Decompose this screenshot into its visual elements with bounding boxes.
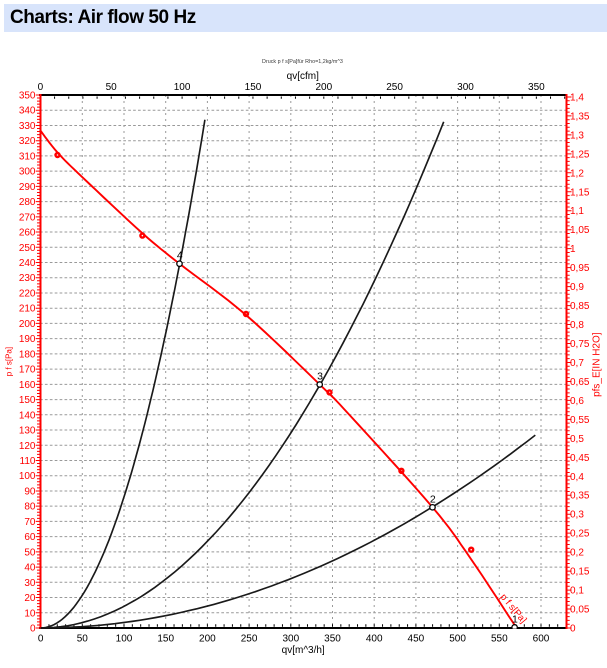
svg-text:70: 70 bbox=[24, 517, 36, 528]
svg-text:100: 100 bbox=[116, 633, 133, 644]
svg-text:50: 50 bbox=[24, 547, 36, 558]
svg-text:0,6: 0,6 bbox=[570, 396, 584, 407]
svg-text:0,25: 0,25 bbox=[570, 529, 590, 540]
svg-text:100: 100 bbox=[174, 82, 191, 93]
svg-text:120: 120 bbox=[19, 441, 36, 452]
svg-text:0,95: 0,95 bbox=[570, 263, 590, 274]
svg-text:40: 40 bbox=[24, 563, 36, 574]
svg-text:160: 160 bbox=[19, 380, 36, 391]
svg-text:340: 340 bbox=[19, 106, 36, 117]
svg-text:0,45: 0,45 bbox=[570, 453, 590, 464]
svg-text:0,4: 0,4 bbox=[570, 472, 584, 483]
svg-text:350: 350 bbox=[324, 633, 341, 644]
svg-text:0,65: 0,65 bbox=[570, 377, 590, 388]
svg-text:250: 250 bbox=[19, 243, 36, 254]
svg-text:290: 290 bbox=[19, 182, 36, 193]
svg-text:310: 310 bbox=[19, 151, 36, 162]
svg-text:600: 600 bbox=[533, 633, 550, 644]
svg-text:220: 220 bbox=[19, 289, 36, 300]
svg-text:280: 280 bbox=[19, 197, 36, 208]
svg-text:0,9: 0,9 bbox=[570, 282, 584, 293]
svg-text:1,1: 1,1 bbox=[570, 206, 584, 217]
svg-text:0,7: 0,7 bbox=[570, 358, 584, 369]
svg-text:250: 250 bbox=[386, 82, 403, 93]
svg-text:140: 140 bbox=[19, 410, 36, 421]
svg-text:90: 90 bbox=[24, 486, 36, 497]
svg-text:150: 150 bbox=[157, 633, 174, 644]
svg-text:0,8: 0,8 bbox=[570, 320, 584, 331]
svg-text:4: 4 bbox=[177, 250, 183, 262]
svg-text:200: 200 bbox=[19, 319, 36, 330]
svg-text:3: 3 bbox=[317, 371, 323, 383]
svg-text:260: 260 bbox=[19, 228, 36, 239]
svg-text:210: 210 bbox=[19, 304, 36, 315]
svg-text:2: 2 bbox=[430, 493, 436, 505]
svg-text:0,15: 0,15 bbox=[570, 567, 590, 578]
svg-text:1,05: 1,05 bbox=[570, 225, 590, 236]
svg-text:240: 240 bbox=[19, 258, 36, 269]
svg-text:300: 300 bbox=[19, 167, 36, 178]
svg-text:p f s[Pa]: p f s[Pa] bbox=[5, 347, 14, 376]
svg-text:0,5: 0,5 bbox=[570, 434, 584, 445]
svg-text:1: 1 bbox=[570, 244, 576, 255]
svg-text:60: 60 bbox=[24, 532, 36, 543]
svg-text:400: 400 bbox=[366, 633, 383, 644]
svg-text:50: 50 bbox=[106, 82, 118, 93]
svg-text:500: 500 bbox=[449, 633, 466, 644]
svg-text:0,2: 0,2 bbox=[570, 548, 584, 559]
svg-text:350: 350 bbox=[19, 91, 36, 102]
svg-text:1,3: 1,3 bbox=[570, 130, 584, 141]
svg-text:250: 250 bbox=[241, 633, 258, 644]
svg-text:1: 1 bbox=[512, 613, 518, 625]
svg-text:qv[cfm]: qv[cfm] bbox=[287, 71, 319, 82]
svg-text:110: 110 bbox=[20, 456, 36, 467]
svg-text:20: 20 bbox=[24, 593, 36, 604]
svg-text:300: 300 bbox=[282, 633, 299, 644]
svg-text:0: 0 bbox=[38, 633, 44, 644]
svg-text:0,75: 0,75 bbox=[570, 339, 590, 350]
svg-text:0: 0 bbox=[30, 624, 36, 635]
svg-text:Druck p f s[Pa]für Rho=1,2kg/m: Druck p f s[Pa]für Rho=1,2kg/m^3 bbox=[262, 59, 343, 65]
svg-text:330: 330 bbox=[19, 121, 36, 132]
svg-text:170: 170 bbox=[19, 365, 36, 376]
svg-text:80: 80 bbox=[24, 502, 36, 513]
svg-text:300: 300 bbox=[457, 82, 474, 93]
svg-text:1,4: 1,4 bbox=[570, 92, 584, 103]
svg-text:0,1: 0,1 bbox=[570, 586, 584, 597]
svg-text:320: 320 bbox=[19, 136, 36, 147]
svg-text:350: 350 bbox=[528, 82, 545, 93]
svg-text:230: 230 bbox=[19, 273, 36, 284]
svg-text:100: 100 bbox=[19, 471, 36, 482]
svg-text:190: 190 bbox=[19, 334, 36, 345]
svg-text:pfs_E[IN H2O]: pfs_E[IN H2O] bbox=[592, 332, 603, 397]
svg-text:0,35: 0,35 bbox=[570, 491, 590, 502]
svg-text:200: 200 bbox=[199, 633, 216, 644]
svg-text:180: 180 bbox=[19, 349, 36, 360]
svg-text:0: 0 bbox=[38, 82, 44, 93]
svg-text:30: 30 bbox=[24, 578, 36, 589]
svg-text:270: 270 bbox=[19, 212, 36, 223]
svg-text:1,15: 1,15 bbox=[570, 187, 590, 198]
svg-text:0,55: 0,55 bbox=[570, 415, 590, 426]
svg-text:200: 200 bbox=[315, 82, 332, 93]
svg-text:0,85: 0,85 bbox=[570, 301, 590, 312]
svg-text:10: 10 bbox=[24, 608, 36, 619]
svg-text:150: 150 bbox=[245, 82, 262, 93]
svg-text:1,35: 1,35 bbox=[570, 111, 590, 122]
svg-text:130: 130 bbox=[19, 426, 36, 437]
svg-text:150: 150 bbox=[19, 395, 36, 406]
svg-text:50: 50 bbox=[77, 633, 89, 644]
svg-text:550: 550 bbox=[491, 633, 508, 644]
svg-text:0,3: 0,3 bbox=[570, 510, 584, 521]
svg-text:450: 450 bbox=[408, 633, 425, 644]
svg-text:1,25: 1,25 bbox=[570, 149, 590, 160]
svg-text:0: 0 bbox=[570, 624, 576, 635]
svg-text:0,05: 0,05 bbox=[570, 605, 590, 616]
svg-text:1,2: 1,2 bbox=[570, 168, 584, 179]
svg-text:qv[m^3/h]: qv[m^3/h] bbox=[282, 645, 325, 656]
